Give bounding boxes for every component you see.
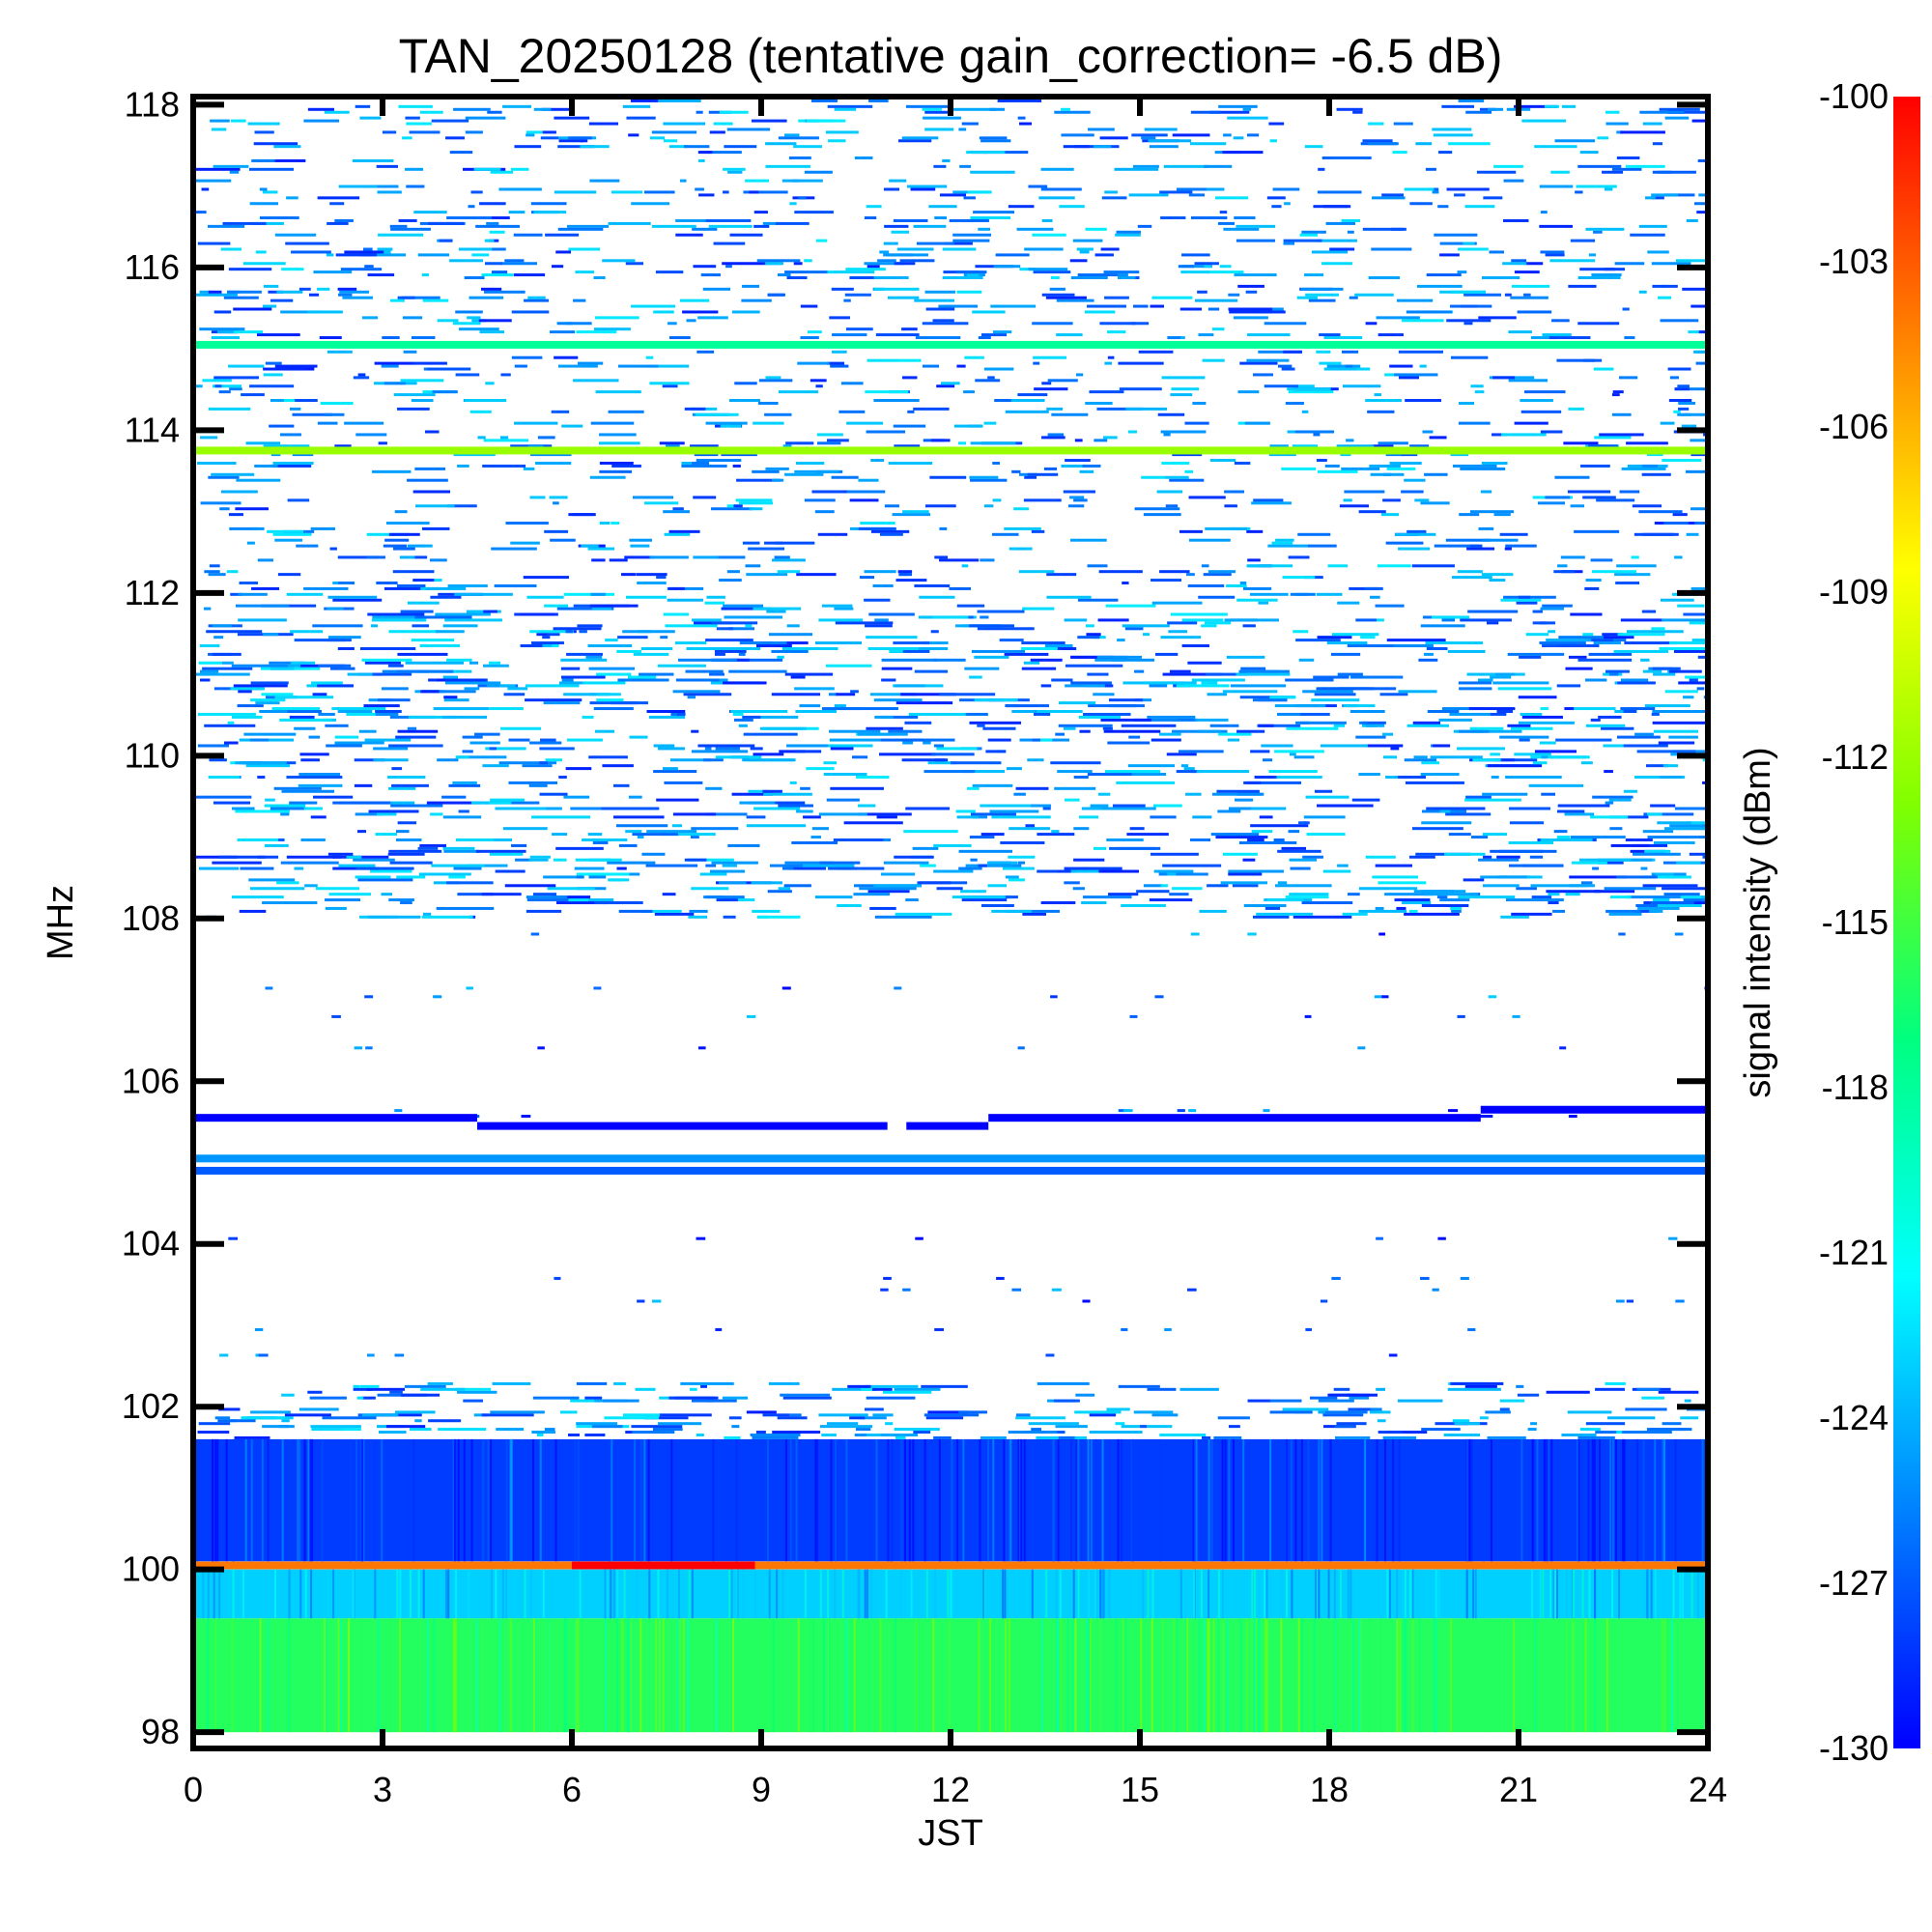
colorbar (1893, 97, 1920, 1748)
signal-line-2 (193, 1561, 1708, 1570)
y-tick-label: 114 (125, 410, 180, 449)
band-texture-1 (202, 1569, 1699, 1619)
y-tick-label: 110 (125, 735, 180, 775)
colorbar-tick-label: -112 (1822, 737, 1889, 777)
colorbar-tick-label: -118 (1822, 1067, 1889, 1107)
y-tick-label: 104 (122, 1224, 180, 1264)
band-texture-0 (207, 1618, 1703, 1733)
noise-band-6 (219, 932, 1708, 1357)
colorbar-ticks: -100 -103 -106 -109 -112 -115 -118 -121 -124 -127… (1819, 76, 1889, 1768)
colorbar-title: signal intensity (dBm) (1738, 747, 1778, 1097)
noise-band-14 (194, 592, 1708, 919)
colorbar-tick-label: -130 (1819, 1728, 1889, 1768)
y-axis-title: MHz (41, 885, 81, 960)
colorbar-tick-label: -124 (1819, 1398, 1889, 1437)
y-tick-label: 108 (122, 898, 180, 938)
band-0 (193, 1618, 1708, 1733)
chart-title: TAN_20250128 (tentative gain_correction=… (399, 29, 1503, 83)
signal-line-3 (572, 1561, 755, 1570)
signal-line-9 (193, 1114, 477, 1122)
colorbar-tick-label: -106 (1819, 407, 1889, 446)
y-tick-label: 112 (125, 573, 180, 612)
y-tick-label: 116 (125, 247, 180, 287)
x-tick-label: 12 (931, 1770, 970, 1809)
colorbar-tick-label: -115 (1822, 902, 1889, 942)
x-tick-label: 15 (1121, 1770, 1159, 1809)
signal-line-16 (193, 446, 1708, 455)
band-4 (193, 1438, 1708, 1562)
colorbar-tick-label: -103 (1819, 242, 1889, 281)
y-tick-label: 100 (122, 1549, 180, 1589)
y-tick-label: 98 (141, 1712, 180, 1751)
signal-line-12 (988, 1114, 1481, 1122)
band-texture-4 (196, 1438, 1704, 1562)
x-tick-label: 0 (184, 1770, 203, 1809)
x-axis-title: JST (918, 1813, 983, 1854)
colorbar-tick-label: -109 (1819, 572, 1889, 611)
signal-line-7 (193, 1166, 1708, 1175)
colorbar-tick-label: -100 (1819, 76, 1889, 116)
colorbar-tick-label: -127 (1819, 1563, 1889, 1603)
signal-line-13 (1480, 1105, 1708, 1114)
signal-line-8 (193, 1154, 1708, 1163)
plot-area (193, 97, 1708, 1748)
spectrogram-features (193, 97, 1708, 1733)
y-tick-label: 118 (125, 84, 180, 124)
x-tick-label: 9 (752, 1770, 771, 1809)
x-tick-label: 18 (1310, 1770, 1349, 1809)
x-tick-label: 21 (1499, 1770, 1538, 1809)
signal-line-10 (477, 1122, 888, 1130)
signal-line-11 (906, 1122, 989, 1130)
colorbar-tick-label: -121 (1819, 1233, 1889, 1272)
noise-band-5 (197, 1381, 1708, 1439)
y-tick-label: 102 (122, 1386, 180, 1426)
x-tick-label: 24 (1689, 1770, 1727, 1809)
axis-ticks: 0 3 6 9 12 15 18 21 24 98 100 102 104 106 108 110 112 114… (122, 84, 1727, 1809)
signal-line-17 (193, 340, 1708, 349)
x-tick-label: 6 (562, 1770, 582, 1809)
x-tick-label: 3 (373, 1770, 392, 1809)
y-tick-label: 106 (122, 1061, 180, 1100)
